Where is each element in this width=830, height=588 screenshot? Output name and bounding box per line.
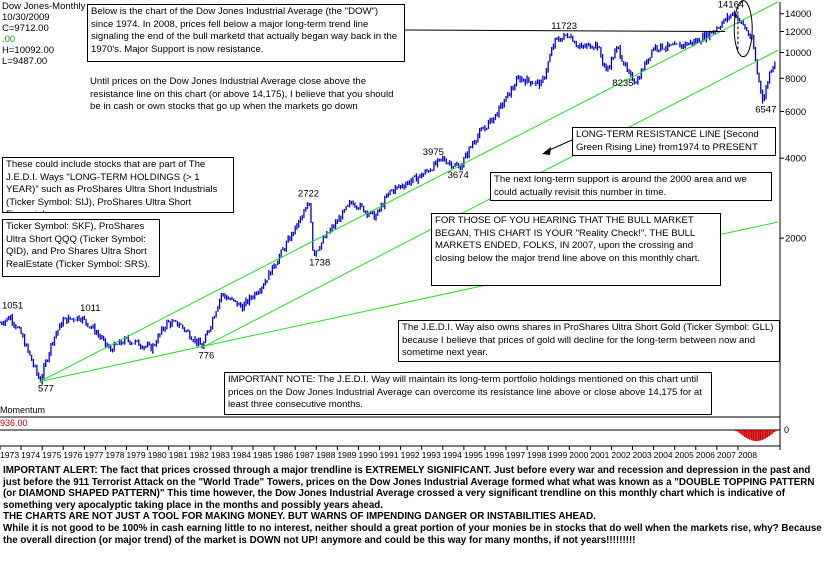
note-box-holdings: These could include stocks that are part… bbox=[2, 157, 234, 213]
x-tick-label: 1992 bbox=[401, 450, 420, 460]
x-tick-label: 1975 bbox=[42, 450, 61, 460]
x-tick-label: 1993 bbox=[422, 450, 441, 460]
high-value: H=10092.00 bbox=[2, 45, 55, 56]
momentum-value: 936.00 bbox=[0, 418, 28, 428]
price-axis: 14000 12000 10000 8000 6000 4000 2000 bbox=[779, 2, 811, 450]
price-label: 11723 bbox=[551, 21, 577, 32]
note-box-tickers: Ticker Symbol: SKF), ProShares Ultra Sho… bbox=[2, 219, 160, 277]
momentum-label: Momentum bbox=[0, 405, 45, 415]
pointer-arrowhead bbox=[542, 147, 551, 155]
alert-paragraph-3: While it is not good to be 100% in cash … bbox=[3, 522, 822, 546]
x-tick-label: 2002 bbox=[611, 450, 630, 460]
alert-paragraph-1: IMPORTANT ALERT: The fact that prices cr… bbox=[3, 465, 815, 511]
x-tick-label: 1981 bbox=[169, 450, 188, 460]
x-tick-label: 1996 bbox=[485, 450, 504, 460]
price-label: 3975 bbox=[423, 147, 444, 158]
x-tick-label: 2000 bbox=[569, 450, 588, 460]
price-label: 1051 bbox=[2, 300, 23, 311]
x-tick-label: 1978 bbox=[105, 450, 124, 460]
pointer-line bbox=[404, 29, 726, 33]
x-tick-label: 1998 bbox=[527, 450, 546, 460]
chart-date: 10/30/2009 bbox=[2, 12, 50, 23]
x-tick-label: 1986 bbox=[274, 450, 293, 460]
price-label: 14164 bbox=[718, 0, 744, 10]
x-tick-label: 1982 bbox=[190, 450, 209, 460]
chart-title: Dow Jones-Monthly bbox=[2, 1, 86, 12]
price-label: 6547 bbox=[755, 104, 776, 115]
price-label: 1011 bbox=[80, 303, 100, 314]
x-tick-label: 2008 bbox=[738, 450, 757, 460]
topping-circle bbox=[733, 0, 753, 58]
x-tick-label: 1985 bbox=[253, 450, 272, 460]
price-annotations: 577 1051 1011 776 2722 1738 3975 3674 11723 8235 1… bbox=[2, 0, 776, 394]
x-tick-label: 1989 bbox=[337, 450, 356, 460]
note-box-gold: The J.E.D.I. Way also owns shares in Pro… bbox=[398, 320, 780, 362]
x-tick-label: 1979 bbox=[127, 450, 146, 460]
note-box-important: IMPORTANT NOTE: The J.E.D.I. Way will ma… bbox=[224, 372, 712, 415]
important-alert: IMPORTANT ALERT: The fact that prices cr… bbox=[3, 465, 829, 546]
x-tick-label: 1983 bbox=[211, 450, 230, 460]
trendline bbox=[39, 1, 779, 382]
x-tick-label: 1991 bbox=[380, 450, 399, 460]
y-tick-label: 4000 bbox=[785, 154, 806, 165]
x-tick-label: 1973 bbox=[0, 450, 19, 460]
price-label: 577 bbox=[38, 383, 54, 394]
x-tick-label: 1988 bbox=[316, 450, 335, 460]
x-tick-label: 2005 bbox=[675, 450, 694, 460]
x-tick-label: 1994 bbox=[443, 450, 462, 460]
note-box-resistance: LONG-TERM RESISTANCE LINE [Second Green … bbox=[572, 127, 776, 156]
price-label: 1738 bbox=[309, 257, 330, 268]
note-box-support: The next long-term support is around the… bbox=[490, 172, 772, 201]
note-box-reality-check: FOR THOSE OF YOU HEARING THAT THE BULL M… bbox=[431, 213, 721, 286]
x-tick-label: 2004 bbox=[654, 450, 673, 460]
note-box-intro: Below is the chart of the Dow Jones Indu… bbox=[87, 4, 405, 62]
y-tick-label: 6000 bbox=[785, 107, 806, 118]
y-tick-label: 8000 bbox=[785, 74, 806, 85]
x-tick-label: 1987 bbox=[295, 450, 314, 460]
y-tick-label: 2000 bbox=[785, 234, 806, 245]
x-tick-label: 1974 bbox=[21, 450, 40, 460]
y-tick-label: 10000 bbox=[785, 48, 811, 59]
x-tick-label: 1977 bbox=[84, 450, 103, 460]
price-label: 2722 bbox=[298, 189, 319, 200]
x-tick-label: 1997 bbox=[506, 450, 525, 460]
price-label: 776 bbox=[198, 350, 214, 361]
note-box-cash: Until prices on the Dow Jones Industrial… bbox=[90, 76, 394, 112]
x-tick-label: 2006 bbox=[696, 450, 715, 460]
change-value: .00 bbox=[2, 34, 16, 45]
price-label: 8235 bbox=[612, 78, 633, 89]
x-tick-label: 2003 bbox=[633, 450, 652, 460]
low-value: L=9487.00 bbox=[2, 56, 48, 67]
x-tick-label: 1995 bbox=[464, 450, 483, 460]
price-label: 3674 bbox=[448, 170, 469, 181]
alert-paragraph-2: THE CHARTS ARE NOT JUST A TOOL FOR MAKIN… bbox=[3, 511, 596, 523]
y-tick-label: 12000 bbox=[785, 27, 811, 38]
close-value: C=9712.00 bbox=[2, 23, 49, 34]
x-tick-label: 2001 bbox=[590, 450, 609, 460]
x-tick-label: 1984 bbox=[232, 450, 251, 460]
x-tick-label: 1980 bbox=[148, 450, 167, 460]
x-tick-label: 1999 bbox=[548, 450, 567, 460]
x-tick-label: 2007 bbox=[717, 450, 736, 460]
x-tick-label: 1990 bbox=[358, 450, 377, 460]
x-tick-label: 1976 bbox=[63, 450, 82, 460]
y-tick-label: 14000 bbox=[785, 9, 811, 20]
momentum-zero-label: 0 bbox=[784, 425, 789, 435]
